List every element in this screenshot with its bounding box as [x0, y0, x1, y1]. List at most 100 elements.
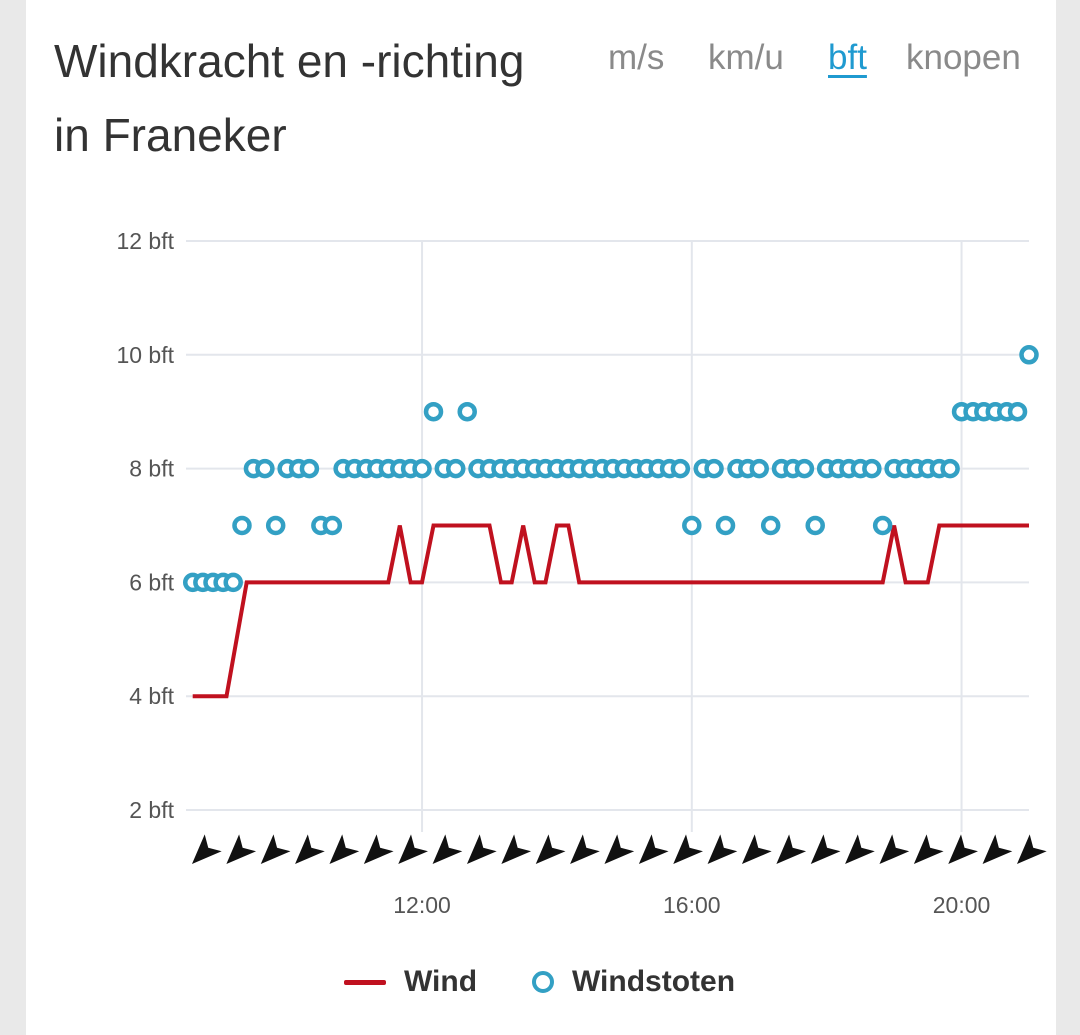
legend-wind[interactable]: Wind — [344, 965, 477, 999]
legend-gusts-label: Windstoten — [572, 965, 736, 998]
y-tick-label: 10 bft — [116, 342, 174, 368]
gust-point — [446, 458, 466, 479]
gust-point — [412, 458, 432, 479]
arrow-shape — [501, 834, 532, 865]
chart-legend: Wind Windstoten — [26, 965, 1056, 1011]
gust-point — [423, 401, 444, 422]
x-tick-label: 12:00 — [393, 892, 451, 918]
gust-point — [940, 458, 960, 479]
navigation-arrow-icon — [1016, 834, 1047, 865]
arrow-shape — [191, 834, 222, 865]
gust-point — [805, 515, 825, 536]
gust-point — [265, 515, 286, 536]
gust-point — [682, 515, 702, 536]
navigation-arrow-icon — [776, 834, 807, 865]
arrow-shape — [707, 834, 738, 865]
y-tick-label: 2 bft — [129, 797, 174, 823]
wind-chart: 2 bft 4 bft 6 bft 8 bft 10 bft 12 bft 12:00 16… — [116, 228, 1047, 918]
title-line-1: Windkracht en -richting — [54, 35, 525, 87]
y-tick-label: 12 bft — [116, 228, 174, 254]
gust-point — [322, 515, 343, 536]
legend-wind-label: Wind — [404, 965, 478, 998]
gust-point — [862, 458, 882, 479]
wind-line — [192, 523, 1029, 699]
x-axis-ticks: 12:00 16:00 20:00 — [393, 892, 990, 918]
navigation-arrow-icon — [707, 834, 738, 865]
arrow-shape — [604, 834, 635, 865]
arrow-shape — [260, 834, 291, 865]
arrow-shape — [673, 834, 703, 865]
gust-point — [704, 458, 724, 479]
navigation-arrow-icon — [191, 834, 222, 865]
arrow-shape — [329, 834, 360, 865]
chart-grid — [186, 240, 1029, 832]
gust-point — [457, 401, 477, 422]
navigation-arrow-icon — [638, 834, 669, 865]
unit-ms-link[interactable]: m/s — [608, 38, 665, 77]
navigation-arrow-icon — [570, 834, 600, 865]
navigation-arrow-icon — [363, 834, 394, 865]
gust-point — [255, 458, 275, 479]
gust-point — [670, 458, 691, 479]
arrow-shape — [638, 834, 669, 865]
gust-point — [1007, 401, 1028, 422]
wind-card: Windkracht en -richting in Franeker m/s … — [26, 0, 1056, 1035]
navigation-arrow-icon — [741, 834, 772, 865]
gust-point — [715, 515, 736, 536]
navigation-arrow-icon — [466, 834, 497, 865]
arrow-shape — [810, 834, 841, 865]
gust-point — [872, 515, 893, 536]
arrow-shape — [913, 834, 944, 865]
navigation-arrow-icon — [398, 834, 428, 865]
arrow-shape — [363, 834, 394, 865]
gust-point — [232, 515, 252, 536]
y-tick-label: 6 bft — [129, 569, 174, 595]
legend-gusts-swatch — [532, 971, 554, 993]
x-tick-label: 16:00 — [663, 892, 721, 918]
chart-title: Windkracht en -richting in Franeker — [54, 24, 594, 172]
unit-switcher: m/s km/u bft knopen — [26, 38, 1029, 88]
arrow-shape — [879, 834, 910, 865]
gust-point — [1019, 345, 1039, 365]
gust-point — [299, 458, 320, 479]
unit-kmh-link[interactable]: km/u — [708, 38, 784, 77]
unit-knots-link[interactable]: knopen — [906, 38, 1021, 77]
navigation-arrow-icon — [501, 834, 532, 865]
arrow-shape — [398, 834, 428, 865]
y-tick-label: 8 bft — [129, 456, 174, 482]
arrow-shape — [776, 834, 807, 865]
navigation-arrow-icon — [982, 834, 1013, 865]
arrow-shape — [295, 834, 325, 865]
gust-point — [760, 515, 781, 536]
gust-point — [794, 458, 815, 479]
unit-bft-link[interactable]: bft — [828, 38, 867, 77]
title-line-2: in Franeker — [54, 109, 287, 161]
gust-series — [182, 345, 1039, 593]
navigation-arrow-icon — [604, 834, 635, 865]
navigation-arrow-icon — [845, 834, 875, 865]
y-tick-label: 4 bft — [129, 683, 174, 709]
x-tick-label: 20:00 — [933, 892, 991, 918]
navigation-arrow-icon — [673, 834, 703, 865]
arrow-shape — [466, 834, 497, 865]
navigation-arrow-icon — [226, 834, 257, 865]
arrow-shape — [948, 834, 978, 865]
navigation-arrow-icon — [535, 834, 566, 865]
navigation-arrow-icon — [913, 834, 944, 865]
arrow-shape — [535, 834, 566, 865]
navigation-arrow-icon — [295, 834, 325, 865]
arrow-shape — [845, 834, 875, 865]
navigation-arrow-icon — [879, 834, 910, 865]
navigation-arrow-icon — [260, 834, 291, 865]
legend-gusts[interactable]: Windstoten — [532, 965, 735, 999]
legend-wind-swatch — [344, 979, 386, 985]
navigation-arrow-icon — [810, 834, 841, 865]
y-axis-ticks: 2 bft 4 bft 6 bft 8 bft 10 bft 12 bft — [116, 228, 174, 823]
navigation-arrow-icon — [948, 834, 978, 865]
gust-point — [223, 572, 243, 593]
wind-series — [192, 523, 1029, 699]
navigation-arrow-icon — [329, 834, 360, 865]
arrow-shape — [741, 834, 772, 865]
arrow-shape — [432, 834, 463, 865]
direction-arrows — [191, 834, 1047, 865]
